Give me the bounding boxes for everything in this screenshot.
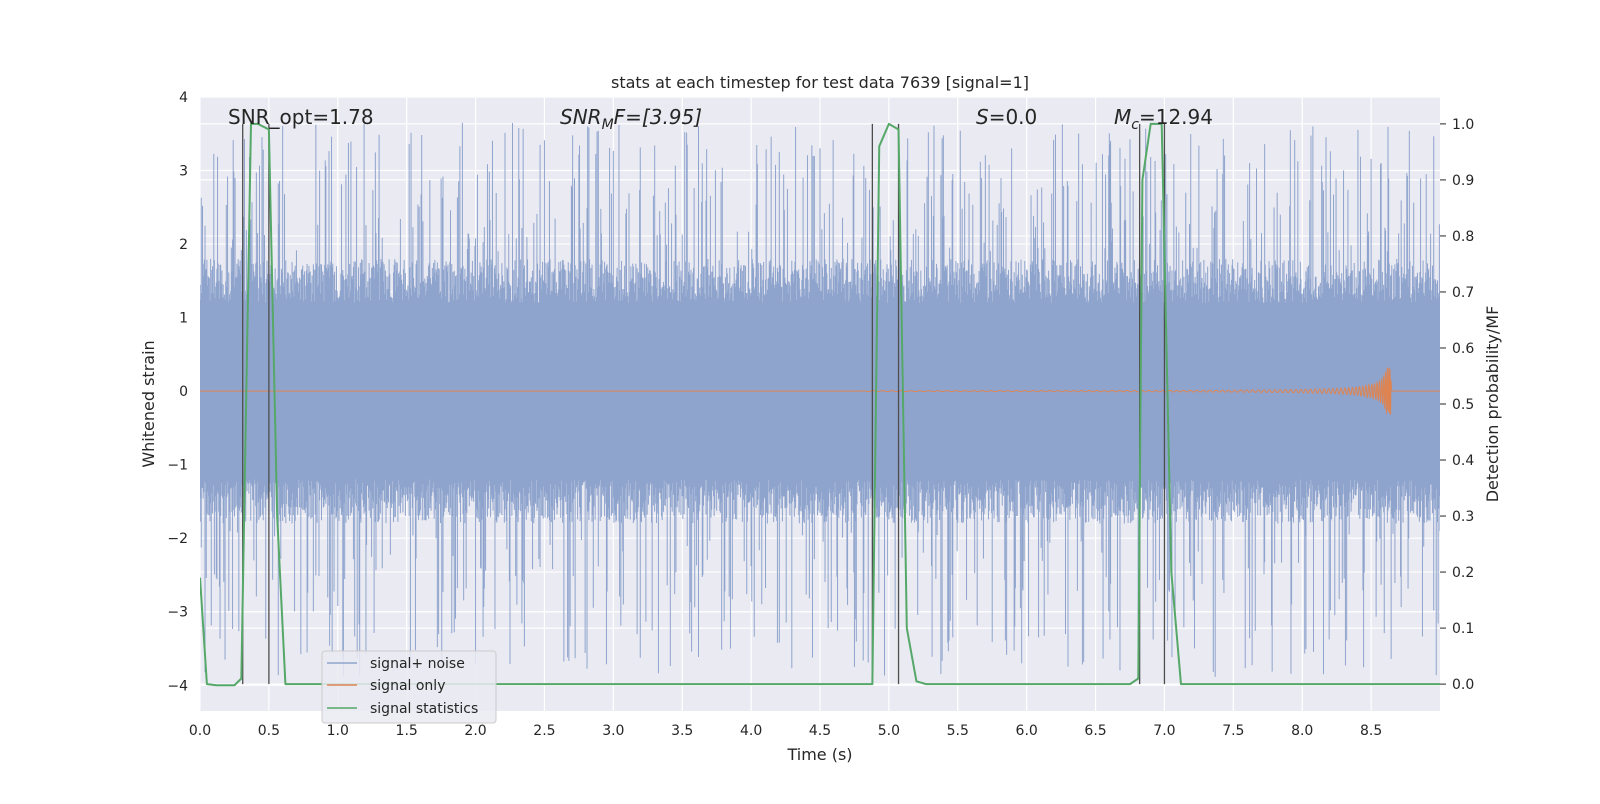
y-right-tick-label: 0.8 xyxy=(1452,229,1474,245)
annotation-mc-sub: c xyxy=(1131,117,1139,133)
y-right-tick-label: 0.7 xyxy=(1452,285,1474,301)
y-left-tick-label: 1 xyxy=(179,311,188,327)
annotation-snr-mf: SNRMF=[3.95] xyxy=(560,105,702,133)
annotation-mc-main: M xyxy=(1114,105,1131,129)
x-tick-label: 8.5 xyxy=(1360,723,1382,739)
annotation-s-main: S xyxy=(976,105,989,129)
legend-box xyxy=(321,650,497,724)
x-tick-label: 5.0 xyxy=(878,723,900,739)
y-right-tick-label: 0.1 xyxy=(1452,621,1474,637)
y-right-tick-label: 0.9 xyxy=(1452,173,1474,189)
legend-label-signal-statistics: signal statistics xyxy=(370,701,478,717)
annotation-snr-mf-main: SNR xyxy=(560,105,602,129)
y-left-tick-label: −4 xyxy=(167,678,188,694)
x-tick-label: 1.0 xyxy=(327,723,349,739)
y-left-axis-label: Whitened strain xyxy=(139,340,158,467)
y-right-tick-label: 0.6 xyxy=(1452,341,1474,357)
x-tick-label: 4.0 xyxy=(740,723,762,739)
y-right-tick-label: 1.0 xyxy=(1452,117,1474,133)
annotation-mc-rest: =12.94 xyxy=(1139,105,1213,129)
annotation-s: S=0.0 xyxy=(976,105,1037,129)
annotation-mc: Mc=12.94 xyxy=(1114,105,1213,133)
series-signal-statistics-line xyxy=(200,122,1440,687)
x-tick-label: 8.0 xyxy=(1291,723,1313,739)
annotation-s-rest: =0.0 xyxy=(989,105,1038,129)
y-right-tick-label: 0.5 xyxy=(1452,397,1474,413)
x-tick-label: 4.5 xyxy=(809,723,831,739)
y-left-tick-label: 4 xyxy=(179,90,188,106)
y-right-axis-ticks: 0.0 0.1 0.2 0.3 0.4 0.5 0.6 0.7 0.8 0.9 1.0 xyxy=(1440,117,1474,693)
annotation-snr-opt: SNR_opt=1.78 xyxy=(228,105,374,129)
x-tick-label: 0.5 xyxy=(258,723,280,739)
x-tick-label: 6.5 xyxy=(1084,723,1106,739)
y-left-tick-label: 2 xyxy=(179,237,188,253)
x-tick-label: 7.5 xyxy=(1222,723,1244,739)
legend: signal+ noise signal only signal statist… xyxy=(321,650,497,724)
y-left-tick-label: −1 xyxy=(167,458,188,474)
x-tick-label: 1.5 xyxy=(396,723,418,739)
x-tick-label: 2.5 xyxy=(533,723,555,739)
annotation-snr-mf-sub: M xyxy=(602,117,614,133)
y-right-tick-label: 0.0 xyxy=(1452,677,1474,693)
legend-label-signal-noise: signal+ noise xyxy=(370,656,465,672)
x-tick-label: 3.5 xyxy=(671,723,693,739)
y-right-tick-label: 0.2 xyxy=(1452,565,1474,581)
x-axis-label: Time (s) xyxy=(786,745,852,764)
chart-title: stats at each timestep for test data 763… xyxy=(611,73,1029,92)
x-tick-label: 3.0 xyxy=(602,723,624,739)
y-left-axis-ticks: −4 −3 −2 −1 0 1 2 3 4 xyxy=(167,90,188,694)
x-axis-ticks: 0.0 0.5 1.0 1.5 2.0 2.5 3.0 3.5 4.0 4.5 5.0 5.5 6.0 6… xyxy=(189,723,1382,739)
x-tick-label: 2.0 xyxy=(464,723,486,739)
y-left-tick-label: 3 xyxy=(179,164,188,180)
y-right-axis-label: Detection probability/MF xyxy=(1483,306,1502,503)
y-left-tick-label: −2 xyxy=(167,531,188,547)
y-right-tick-label: 0.4 xyxy=(1452,453,1474,469)
y-left-tick-label: −3 xyxy=(167,605,188,621)
y-left-tick-label: 0 xyxy=(179,384,188,400)
x-tick-label: 7.0 xyxy=(1153,723,1175,739)
annotation-snr-mf-rest: F=[3.95] xyxy=(614,105,702,129)
y-right-tick-label: 0.3 xyxy=(1452,509,1474,525)
x-tick-label: 0.0 xyxy=(189,723,211,739)
legend-label-signal-only: signal only xyxy=(370,678,445,694)
x-tick-label: 6.0 xyxy=(1016,723,1038,739)
x-tick-label: 5.5 xyxy=(947,723,969,739)
series-signal-only-line xyxy=(200,367,1440,415)
